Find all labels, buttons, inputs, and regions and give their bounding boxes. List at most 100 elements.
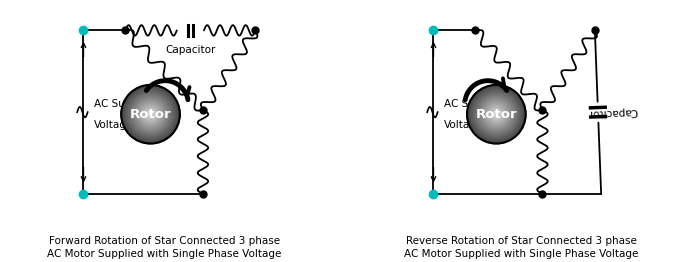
Ellipse shape (488, 106, 505, 123)
Ellipse shape (482, 100, 511, 129)
Ellipse shape (138, 101, 163, 127)
Ellipse shape (468, 85, 525, 143)
Ellipse shape (124, 88, 177, 141)
Ellipse shape (134, 97, 168, 131)
Ellipse shape (494, 112, 498, 116)
Ellipse shape (491, 109, 501, 119)
Text: Voltage: Voltage (94, 120, 133, 130)
Ellipse shape (494, 111, 499, 117)
Ellipse shape (468, 86, 524, 142)
Ellipse shape (467, 85, 526, 144)
Ellipse shape (478, 96, 514, 132)
Ellipse shape (485, 103, 508, 125)
Ellipse shape (492, 110, 500, 118)
Ellipse shape (471, 89, 522, 140)
Ellipse shape (134, 98, 167, 130)
Ellipse shape (484, 102, 508, 126)
Ellipse shape (480, 97, 514, 131)
Ellipse shape (148, 112, 153, 116)
Ellipse shape (494, 112, 499, 117)
Ellipse shape (496, 113, 497, 115)
Ellipse shape (492, 110, 500, 119)
Ellipse shape (136, 100, 164, 128)
Ellipse shape (123, 87, 178, 142)
Ellipse shape (131, 95, 170, 134)
Ellipse shape (483, 101, 510, 128)
Ellipse shape (476, 94, 517, 135)
Ellipse shape (486, 104, 507, 124)
Ellipse shape (470, 87, 523, 141)
Ellipse shape (136, 100, 165, 129)
Ellipse shape (470, 88, 522, 140)
Ellipse shape (469, 87, 524, 142)
Ellipse shape (489, 106, 504, 122)
Ellipse shape (475, 93, 518, 136)
Ellipse shape (125, 89, 176, 140)
Ellipse shape (477, 95, 516, 134)
Text: AC Supply: AC Supply (94, 99, 147, 109)
Ellipse shape (481, 99, 512, 129)
Ellipse shape (475, 92, 519, 136)
Ellipse shape (135, 99, 166, 129)
Ellipse shape (139, 102, 162, 126)
Ellipse shape (493, 111, 500, 118)
Ellipse shape (127, 90, 174, 138)
Ellipse shape (482, 100, 510, 128)
Ellipse shape (148, 111, 153, 117)
Ellipse shape (486, 103, 507, 125)
Ellipse shape (139, 102, 163, 127)
Ellipse shape (144, 107, 158, 122)
Ellipse shape (149, 113, 152, 116)
Ellipse shape (480, 98, 512, 130)
Ellipse shape (473, 91, 519, 137)
Ellipse shape (146, 109, 155, 119)
Ellipse shape (140, 104, 161, 124)
Ellipse shape (125, 89, 176, 139)
Ellipse shape (147, 111, 154, 118)
Ellipse shape (129, 92, 172, 136)
Ellipse shape (132, 95, 169, 133)
Ellipse shape (145, 109, 156, 120)
Ellipse shape (134, 98, 167, 131)
Ellipse shape (481, 99, 512, 130)
Text: Rotor: Rotor (130, 108, 172, 121)
Ellipse shape (128, 92, 173, 137)
Ellipse shape (141, 105, 160, 123)
Text: Reverse Rotation of Star Connected 3 phase
AC Motor Supplied with Single Phase V: Reverse Rotation of Star Connected 3 pha… (405, 236, 638, 259)
Ellipse shape (122, 86, 179, 143)
Ellipse shape (491, 108, 502, 120)
Ellipse shape (130, 93, 172, 135)
Ellipse shape (127, 91, 174, 137)
Ellipse shape (483, 101, 510, 127)
Ellipse shape (130, 94, 171, 134)
Ellipse shape (122, 86, 178, 142)
Ellipse shape (470, 88, 523, 141)
Ellipse shape (476, 94, 517, 134)
Ellipse shape (472, 90, 521, 139)
Ellipse shape (125, 88, 176, 140)
Ellipse shape (146, 110, 155, 119)
Ellipse shape (495, 113, 498, 116)
Ellipse shape (471, 89, 522, 139)
Text: AC Supply: AC Supply (444, 99, 497, 109)
Ellipse shape (487, 105, 505, 123)
Ellipse shape (130, 94, 171, 135)
Ellipse shape (150, 113, 151, 115)
Ellipse shape (129, 93, 172, 136)
Ellipse shape (144, 107, 158, 121)
Ellipse shape (142, 106, 159, 123)
Ellipse shape (146, 110, 155, 118)
Ellipse shape (124, 87, 177, 141)
Ellipse shape (133, 97, 168, 132)
Ellipse shape (486, 105, 506, 124)
Ellipse shape (145, 108, 156, 120)
Ellipse shape (479, 97, 514, 132)
Text: Capacitor: Capacitor (587, 106, 638, 118)
Ellipse shape (141, 105, 160, 124)
Ellipse shape (468, 86, 525, 143)
Text: Voltage: Voltage (444, 120, 483, 130)
Ellipse shape (141, 105, 160, 123)
Ellipse shape (132, 96, 169, 133)
Ellipse shape (144, 108, 157, 121)
Ellipse shape (484, 102, 509, 127)
